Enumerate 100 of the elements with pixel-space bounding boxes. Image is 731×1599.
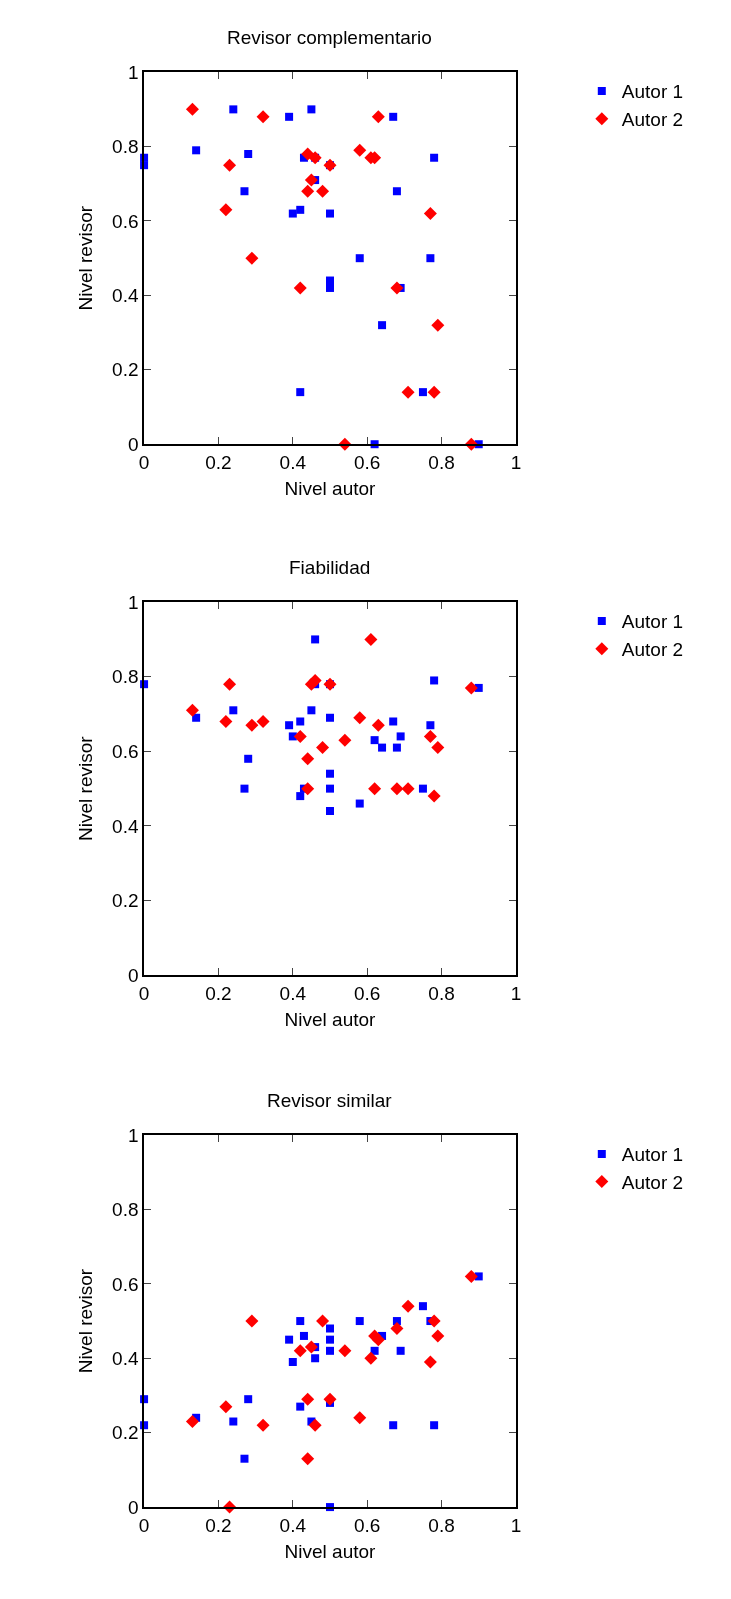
point: [427, 1314, 441, 1328]
point: [370, 736, 379, 745]
y-tick-label: 0.8: [112, 666, 139, 688]
x-tick-label: 1: [510, 451, 522, 473]
y-axis-title: Nivel revisor: [75, 205, 97, 311]
point: [389, 1421, 398, 1430]
point: [401, 1299, 415, 1313]
point: [423, 729, 437, 743]
point: [308, 1418, 322, 1432]
point: [316, 184, 330, 198]
point: [288, 209, 297, 218]
legend-label: Autor 2: [621, 1171, 684, 1193]
y-tick-label: 0.8: [112, 136, 139, 158]
x-tick-label: 0.6: [353, 982, 381, 1004]
point: [325, 1324, 334, 1333]
point: [338, 1344, 352, 1358]
point: [219, 1400, 233, 1414]
point: [296, 1317, 305, 1326]
y-tick-label: 0.6: [112, 740, 139, 762]
point: [353, 1411, 367, 1425]
point: [245, 1314, 259, 1328]
point: [219, 203, 233, 217]
point: [285, 1335, 294, 1344]
legend-label: Autor 1: [621, 81, 684, 103]
point: [304, 1340, 318, 1354]
point: [301, 1452, 315, 1466]
point: [430, 676, 439, 685]
point: [192, 146, 201, 155]
point: [325, 283, 334, 292]
point: [392, 187, 401, 196]
point: [244, 754, 253, 763]
point: [223, 158, 237, 172]
chart-title: Fiabilidad: [289, 557, 371, 578]
point: [296, 717, 305, 726]
point: [307, 105, 316, 114]
point: [301, 752, 315, 766]
x-axis-title: Nivel autor: [284, 1540, 377, 1562]
point: [256, 1418, 270, 1432]
point: [288, 1357, 297, 1366]
legend-label: Autor 2: [621, 109, 684, 131]
point: [293, 1344, 307, 1358]
point: [427, 385, 441, 399]
point: [301, 782, 315, 796]
x-tick-label: 0.2: [205, 451, 232, 473]
point: [192, 713, 201, 722]
point: [464, 681, 478, 695]
point: [311, 635, 320, 644]
point: [355, 799, 364, 808]
y-axis-title: Nivel revisor: [75, 1268, 97, 1374]
point: [301, 1392, 315, 1406]
y-tick-label: 0.6: [112, 1273, 139, 1295]
point: [430, 153, 439, 162]
point: [401, 385, 415, 399]
x-tick-label: 0.4: [279, 1514, 307, 1536]
y-tick-label: 0.2: [112, 890, 139, 912]
point: [285, 721, 294, 730]
point: [304, 173, 318, 187]
point: [389, 717, 398, 726]
point: [423, 1355, 437, 1369]
point: [431, 1329, 445, 1343]
point: [325, 807, 334, 816]
x-tick-label: 1: [510, 982, 522, 1004]
point: [396, 1346, 405, 1355]
point: [229, 706, 238, 715]
x-tick-label: 0.8: [428, 451, 455, 473]
point: [431, 741, 445, 755]
y-tick-label: 0.2: [112, 359, 139, 381]
y-tick-label: 1: [127, 61, 139, 83]
point: [390, 782, 404, 796]
point: [285, 112, 294, 121]
point: [464, 1269, 478, 1283]
point: [308, 673, 322, 687]
point: [371, 110, 385, 124]
point: [323, 1392, 337, 1406]
point: [389, 112, 398, 121]
x-tick-label: 0.6: [353, 1514, 381, 1536]
y-tick-label: 0.2: [112, 1422, 139, 1444]
legend-label: Autor 2: [621, 639, 684, 661]
point: [396, 732, 405, 741]
point: [325, 784, 334, 793]
point: [353, 711, 367, 725]
y-tick-label: 0.6: [112, 210, 139, 232]
point: [185, 1415, 199, 1429]
point: [244, 1395, 253, 1404]
point: [390, 1322, 404, 1335]
point: [427, 789, 441, 803]
point: [364, 632, 378, 646]
point: [229, 1417, 238, 1426]
point: [316, 741, 330, 755]
x-tick-label: 0.8: [428, 982, 455, 1004]
y-tick-label: 1: [127, 591, 139, 613]
point: [392, 743, 401, 752]
point: [293, 729, 307, 743]
point: [370, 1346, 379, 1355]
point: [245, 718, 259, 732]
x-tick-label: 0.4: [279, 451, 307, 473]
point: [311, 1354, 320, 1363]
point: [223, 677, 237, 691]
point: [296, 1402, 305, 1411]
y-tick-label: 0.4: [112, 285, 139, 307]
